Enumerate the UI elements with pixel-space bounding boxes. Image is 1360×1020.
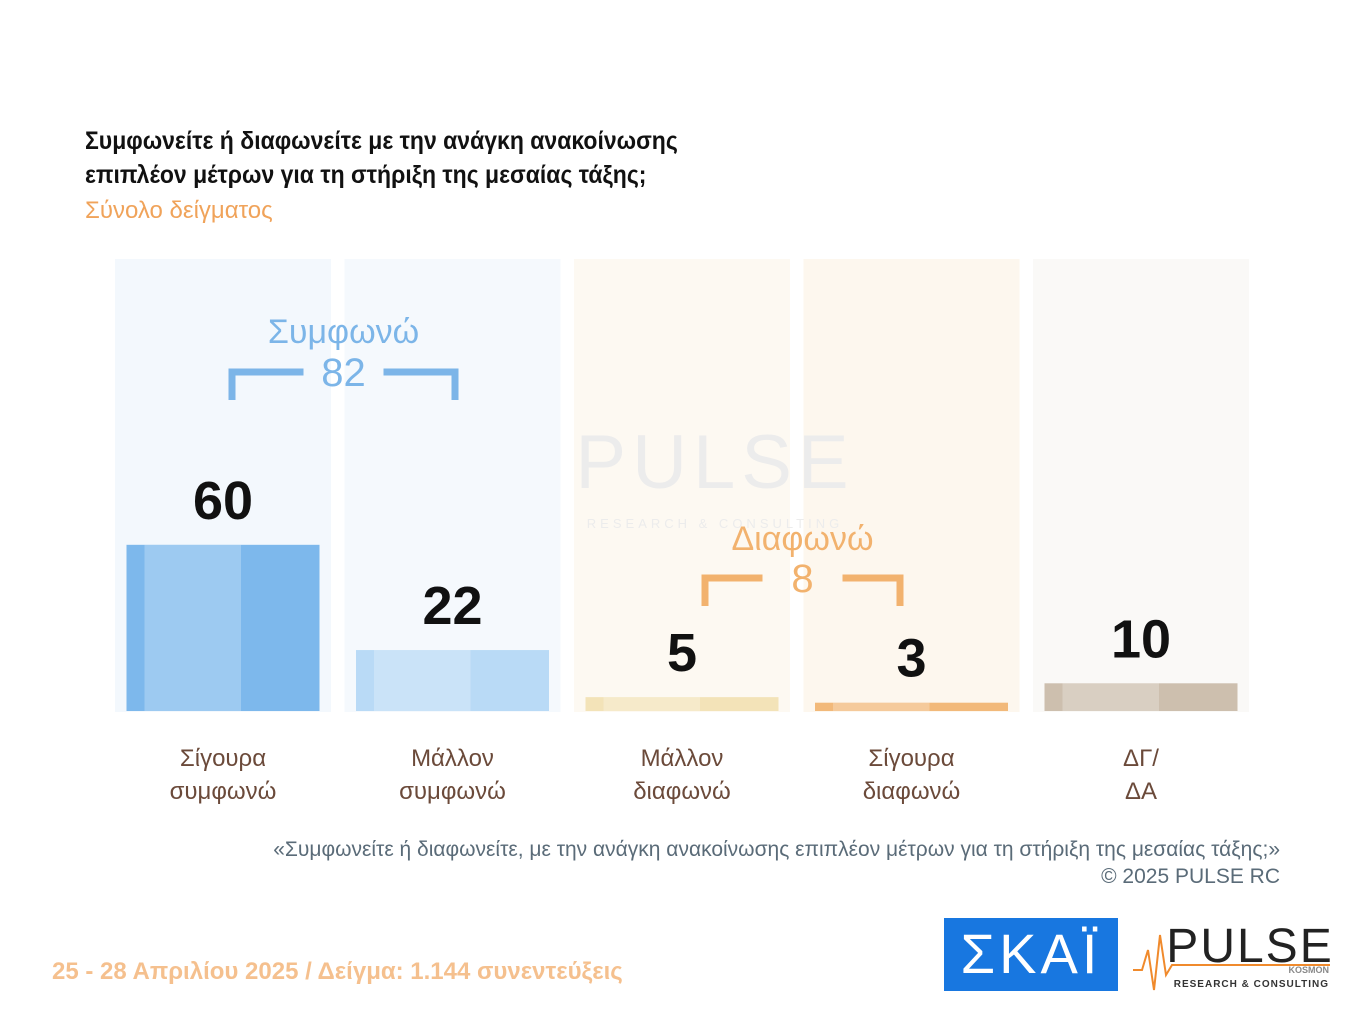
title-line: Συμφωνείτε ή διαφωνείτε με την ανάγκη αν… [85, 127, 678, 155]
category-label: Σίγουρα διαφωνώ [862, 745, 961, 805]
value-label: 10 [1111, 609, 1171, 669]
bar [126, 544, 320, 711]
title: Συμφωνείτε ή διαφωνείτε με την ανάγκη αν… [85, 124, 678, 192]
column-background [574, 259, 790, 712]
column-background [1033, 259, 1249, 712]
value-label: 3 [896, 629, 926, 689]
bar [356, 650, 549, 711]
bar-shine [603, 697, 700, 711]
column-background [803, 259, 1020, 712]
value-label: 22 [422, 576, 482, 636]
group-bracket [228, 368, 459, 400]
category-label: Μάλλον διαφωνώ [633, 745, 731, 805]
bar-shine [144, 544, 241, 711]
group-label: Συμφωνώ [268, 313, 419, 351]
title-line: επιπλέον μέτρων για τη στήριξη της μεσαί… [85, 161, 647, 189]
bar-shine [374, 650, 471, 711]
category-label: Σίγουρα συμφωνώ [169, 745, 277, 805]
bar [1044, 683, 1238, 711]
footer: 25 - 28 Απριλίου 2025 / Δείγμα: 1.144 συ… [52, 958, 623, 985]
watermark-sub: RESEARCH & CONSULTING [587, 516, 843, 531]
pulse-wave [1133, 934, 1330, 991]
bar [815, 702, 1008, 711]
skai-logo-bg [944, 918, 1118, 991]
value-label: 5 [667, 623, 697, 683]
group-value: 82 [321, 351, 366, 395]
question-note: «Συμφωνείτε ή διαφωνείτε, με την ανάγκη … [273, 838, 1280, 861]
bar-shine [1062, 683, 1159, 711]
pulse-sub: RESEARCH & CONSULTING [1174, 979, 1329, 990]
bar [585, 697, 779, 711]
pulse-logo: PULSE [1166, 920, 1333, 973]
category-label: ΔΓ/ ΔΑ [1123, 745, 1159, 805]
column-background [344, 259, 561, 712]
category-label: Μάλλον συμφωνώ [399, 745, 506, 805]
group-bracket [701, 574, 904, 606]
value-label: 60 [193, 471, 253, 531]
watermark: PULSE [575, 420, 854, 505]
subtitle: Σύνολο δείγματος [85, 197, 273, 224]
skai-logo: ΣΚΑΪ [961, 922, 1102, 985]
group-value: 8 [791, 557, 813, 601]
bar-shine [833, 702, 930, 711]
group-label: Διαφωνώ [731, 520, 873, 558]
copyright: © 2025 PULSE RC [1101, 865, 1280, 888]
pulse-small: KOSMON [1289, 965, 1330, 975]
